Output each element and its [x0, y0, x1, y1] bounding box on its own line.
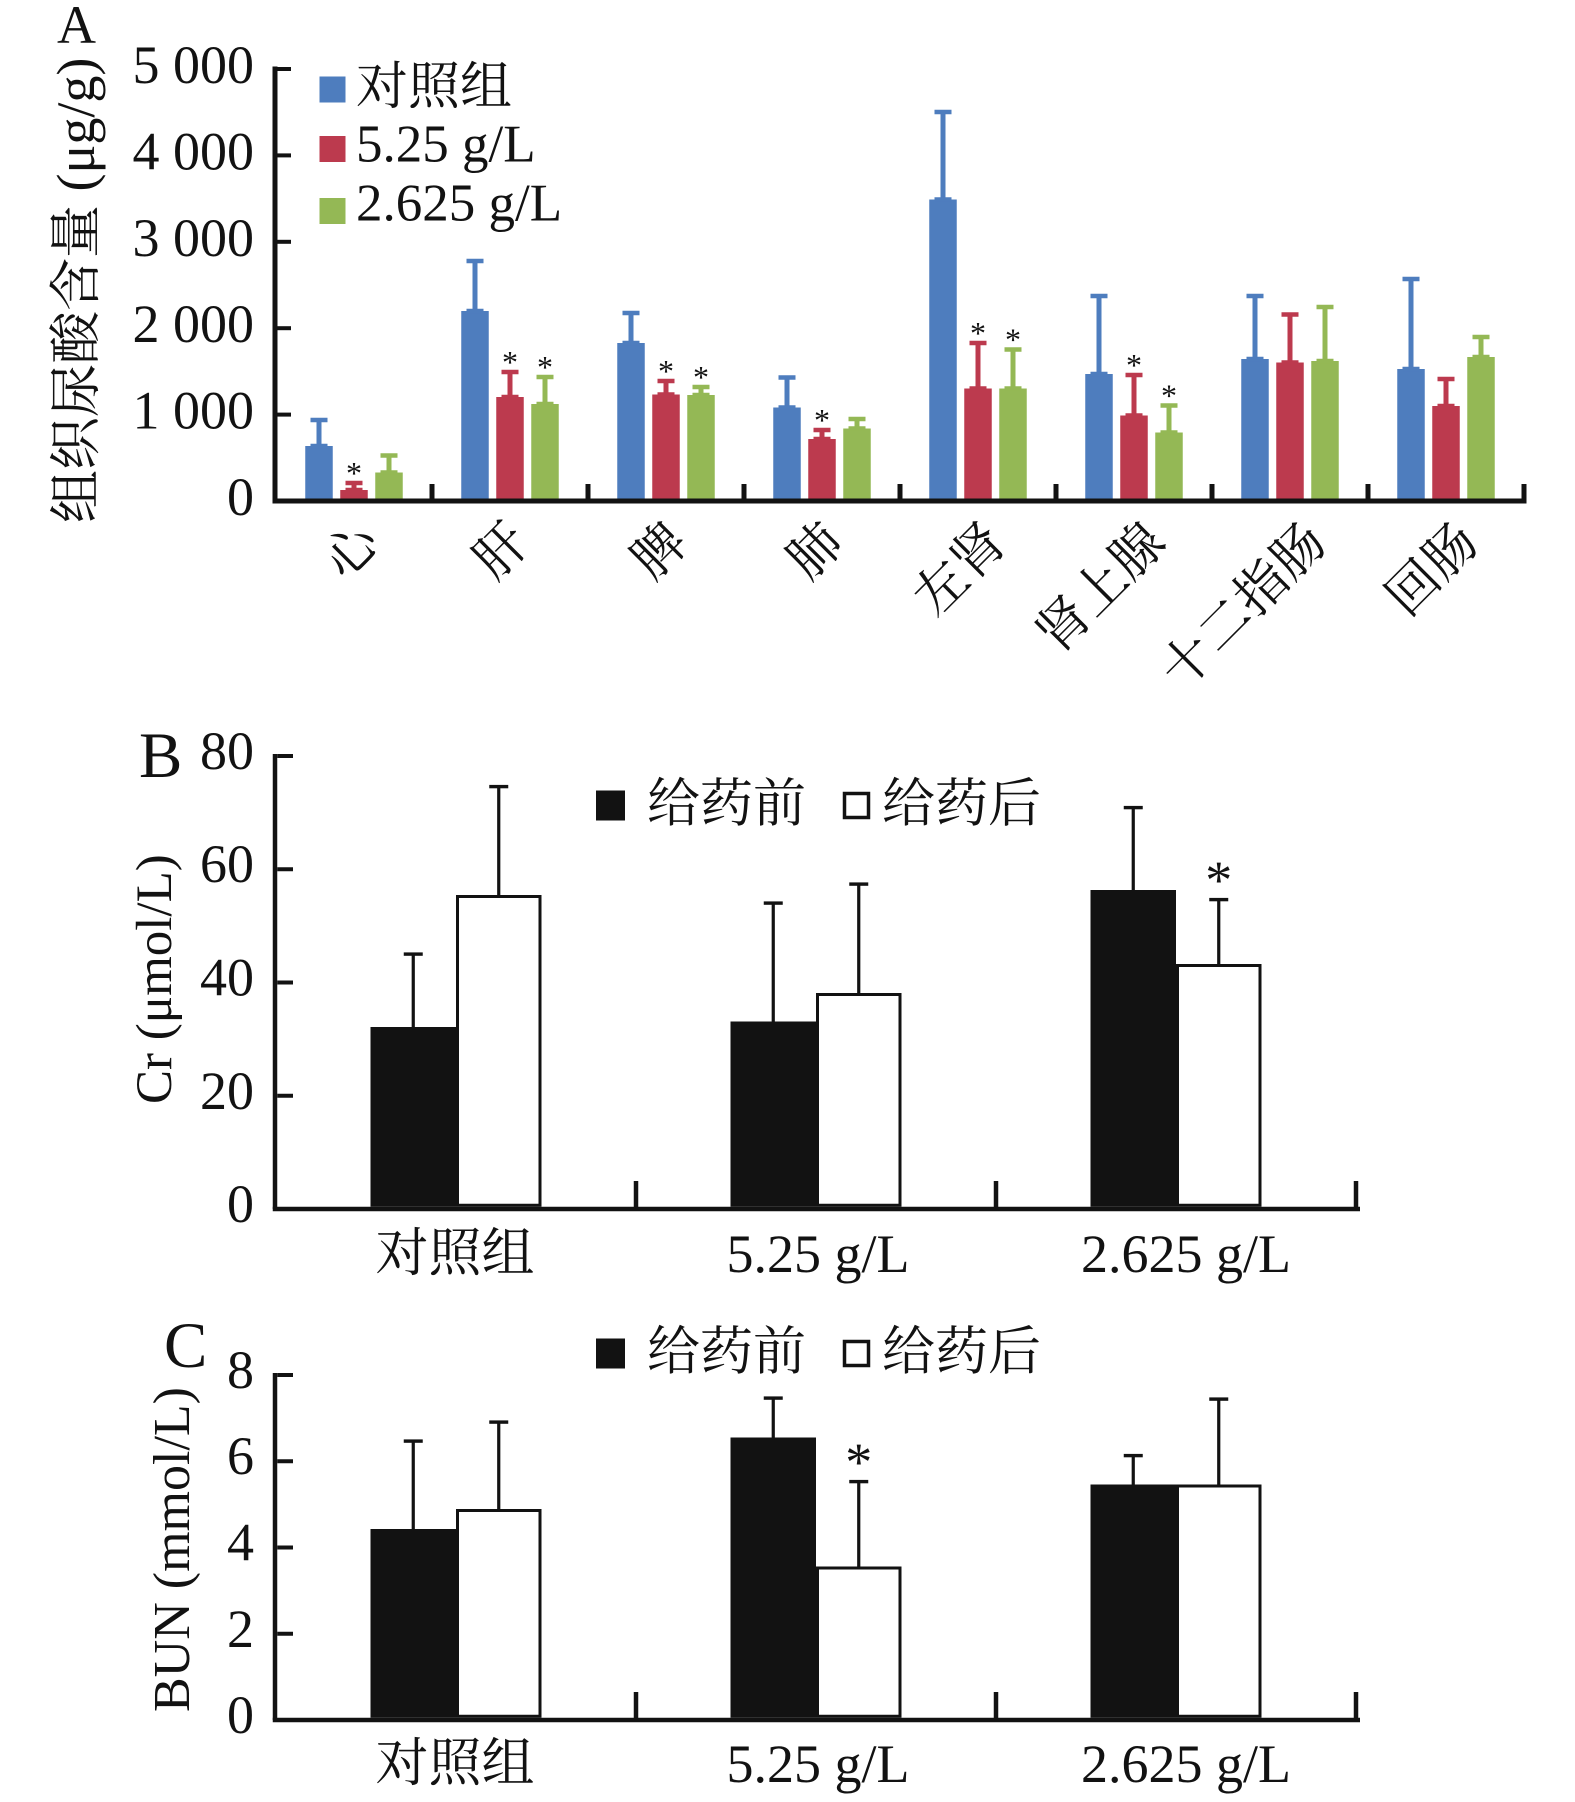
svg-text:*: * — [970, 315, 986, 351]
svg-text:0: 0 — [227, 467, 254, 527]
svg-text:Cr (μmol/L): Cr (μmol/L) — [127, 854, 183, 1104]
svg-text:*: * — [1161, 378, 1177, 414]
svg-text:0: 0 — [227, 1685, 254, 1745]
svg-text:(μg/g): (μg/g) — [46, 58, 106, 205]
svg-text:2 000: 2 000 — [133, 294, 255, 354]
svg-text:*: * — [1205, 850, 1232, 910]
svg-text:5 000: 5 000 — [133, 35, 255, 95]
svg-text:B: B — [139, 720, 182, 792]
svg-text:2.625 g/L: 2.625 g/L — [1081, 1224, 1291, 1284]
svg-text:0: 0 — [227, 1174, 254, 1234]
svg-text:*: * — [845, 1432, 872, 1492]
svg-text:*: * — [537, 349, 553, 385]
svg-text:80: 80 — [200, 721, 254, 781]
svg-text:8: 8 — [227, 1340, 254, 1400]
svg-text:5.25 g/L: 5.25 g/L — [727, 1224, 910, 1284]
svg-text:2: 2 — [227, 1599, 254, 1659]
svg-text:2.625 g/L: 2.625 g/L — [356, 175, 562, 233]
svg-text:*: * — [1005, 322, 1021, 358]
svg-text:6: 6 — [227, 1426, 254, 1486]
svg-text:40: 40 — [200, 948, 254, 1008]
svg-text:1 000: 1 000 — [133, 381, 255, 441]
svg-text:2.625 g/L: 2.625 g/L — [1081, 1734, 1291, 1794]
svg-text:*: * — [814, 402, 830, 438]
svg-text:4 000: 4 000 — [133, 121, 255, 181]
svg-text:*: * — [502, 344, 518, 380]
svg-text:5.25 g/L: 5.25 g/L — [727, 1734, 910, 1794]
svg-text:20: 20 — [200, 1061, 254, 1121]
svg-text:5.25 g/L: 5.25 g/L — [356, 116, 536, 174]
svg-text:3 000: 3 000 — [133, 208, 255, 268]
svg-text:BUN (mmol/L): BUN (mmol/L) — [144, 1387, 201, 1712]
svg-text:4: 4 — [227, 1513, 254, 1573]
svg-text:C: C — [164, 1310, 207, 1382]
svg-text:A: A — [57, 0, 96, 55]
svg-text:*: * — [658, 353, 674, 389]
svg-text:*: * — [346, 455, 362, 491]
svg-text:60: 60 — [200, 834, 254, 894]
svg-text:*: * — [693, 359, 709, 395]
svg-text:*: * — [1126, 347, 1142, 383]
